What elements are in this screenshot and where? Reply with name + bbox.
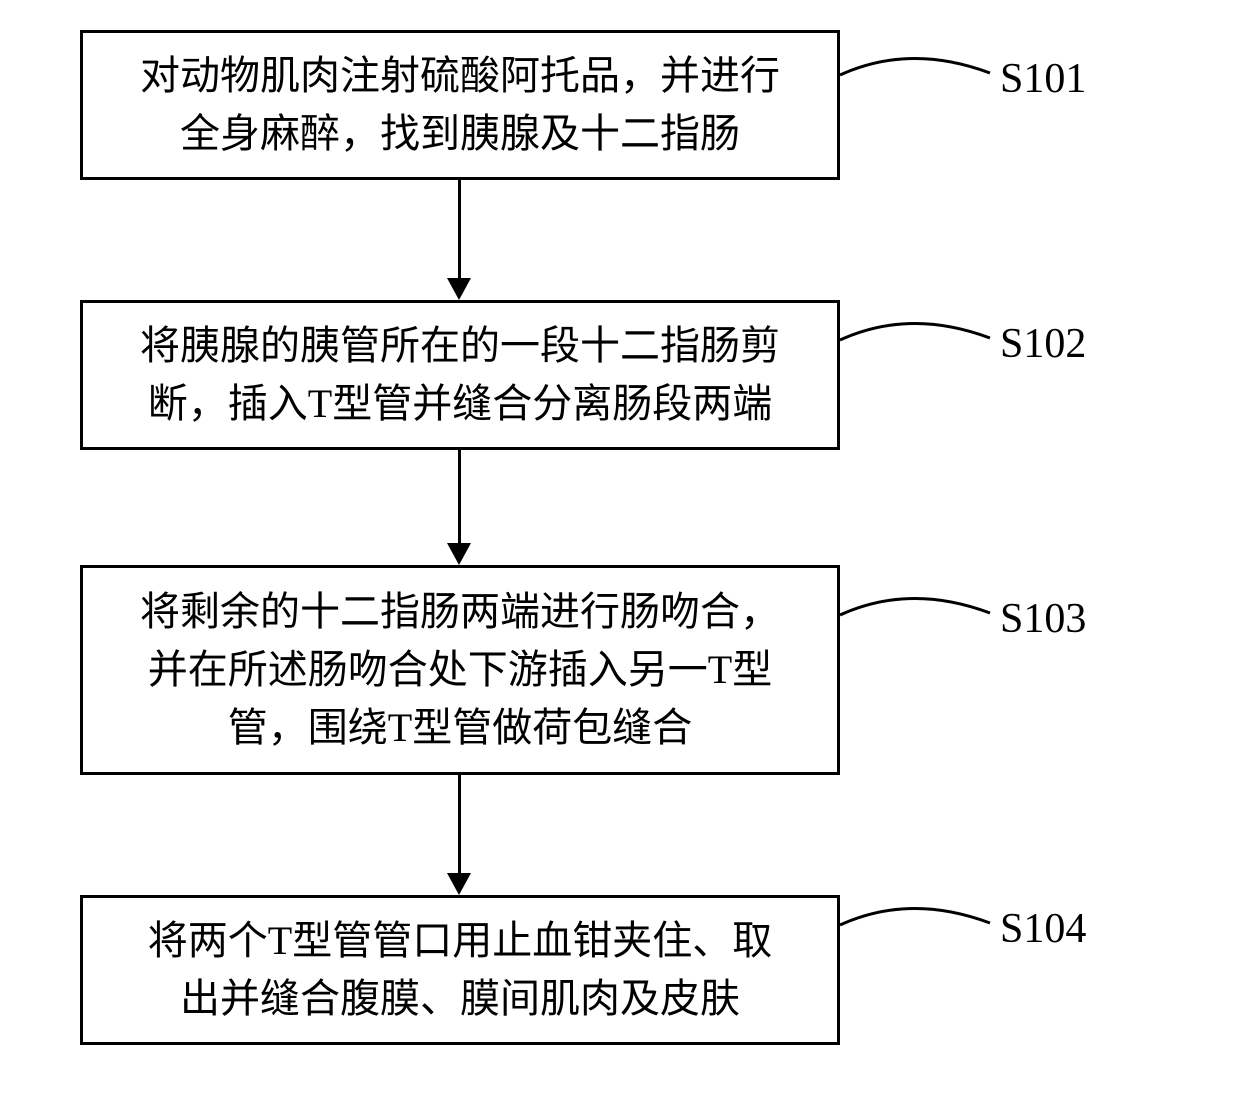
leader-line xyxy=(840,55,1000,95)
flowchart-node: 将剩余的十二指肠两端进行肠吻合，并在所述肠吻合处下游插入另一T型管，围绕T型管做… xyxy=(80,565,840,775)
node-text: 将剩余的十二指肠两端进行肠吻合，并在所述肠吻合处下游插入另一T型管，围绕T型管做… xyxy=(140,583,780,757)
arrow-head-icon xyxy=(447,543,471,565)
leader-line xyxy=(840,320,1000,360)
node-text: 将胰腺的胰管所在的一段十二指肠剪断，插入T型管并缝合分离肠段两端 xyxy=(140,317,780,433)
flowchart-node: 对动物肌肉注射硫酸阿托品，并进行全身麻醉，找到胰腺及十二指肠 xyxy=(80,30,840,180)
step-label: S101 xyxy=(1000,55,1086,103)
step-label: S103 xyxy=(1000,595,1086,643)
leader-line xyxy=(840,905,1000,945)
flowchart-node: 将胰腺的胰管所在的一段十二指肠剪断，插入T型管并缝合分离肠段两端 xyxy=(80,300,840,450)
arrow xyxy=(458,450,461,545)
step-label: S102 xyxy=(1000,320,1086,368)
flowchart-node: 将两个T型管管口用止血钳夹住、取出并缝合腹膜、膜间肌肉及皮肤 xyxy=(80,895,840,1045)
arrow xyxy=(458,775,461,875)
step-label: S104 xyxy=(1000,905,1086,953)
leader-line xyxy=(840,595,1000,635)
arrow-head-icon xyxy=(447,873,471,895)
flowchart-canvas: 对动物肌肉注射硫酸阿托品，并进行全身麻醉，找到胰腺及十二指肠 S101 将胰腺的… xyxy=(0,0,1240,1119)
node-text: 对动物肌肉注射硫酸阿托品，并进行全身麻醉，找到胰腺及十二指肠 xyxy=(140,47,780,163)
arrow xyxy=(458,180,461,280)
arrow-head-icon xyxy=(447,278,471,300)
node-text: 将两个T型管管口用止血钳夹住、取出并缝合腹膜、膜间肌肉及皮肤 xyxy=(148,912,772,1028)
